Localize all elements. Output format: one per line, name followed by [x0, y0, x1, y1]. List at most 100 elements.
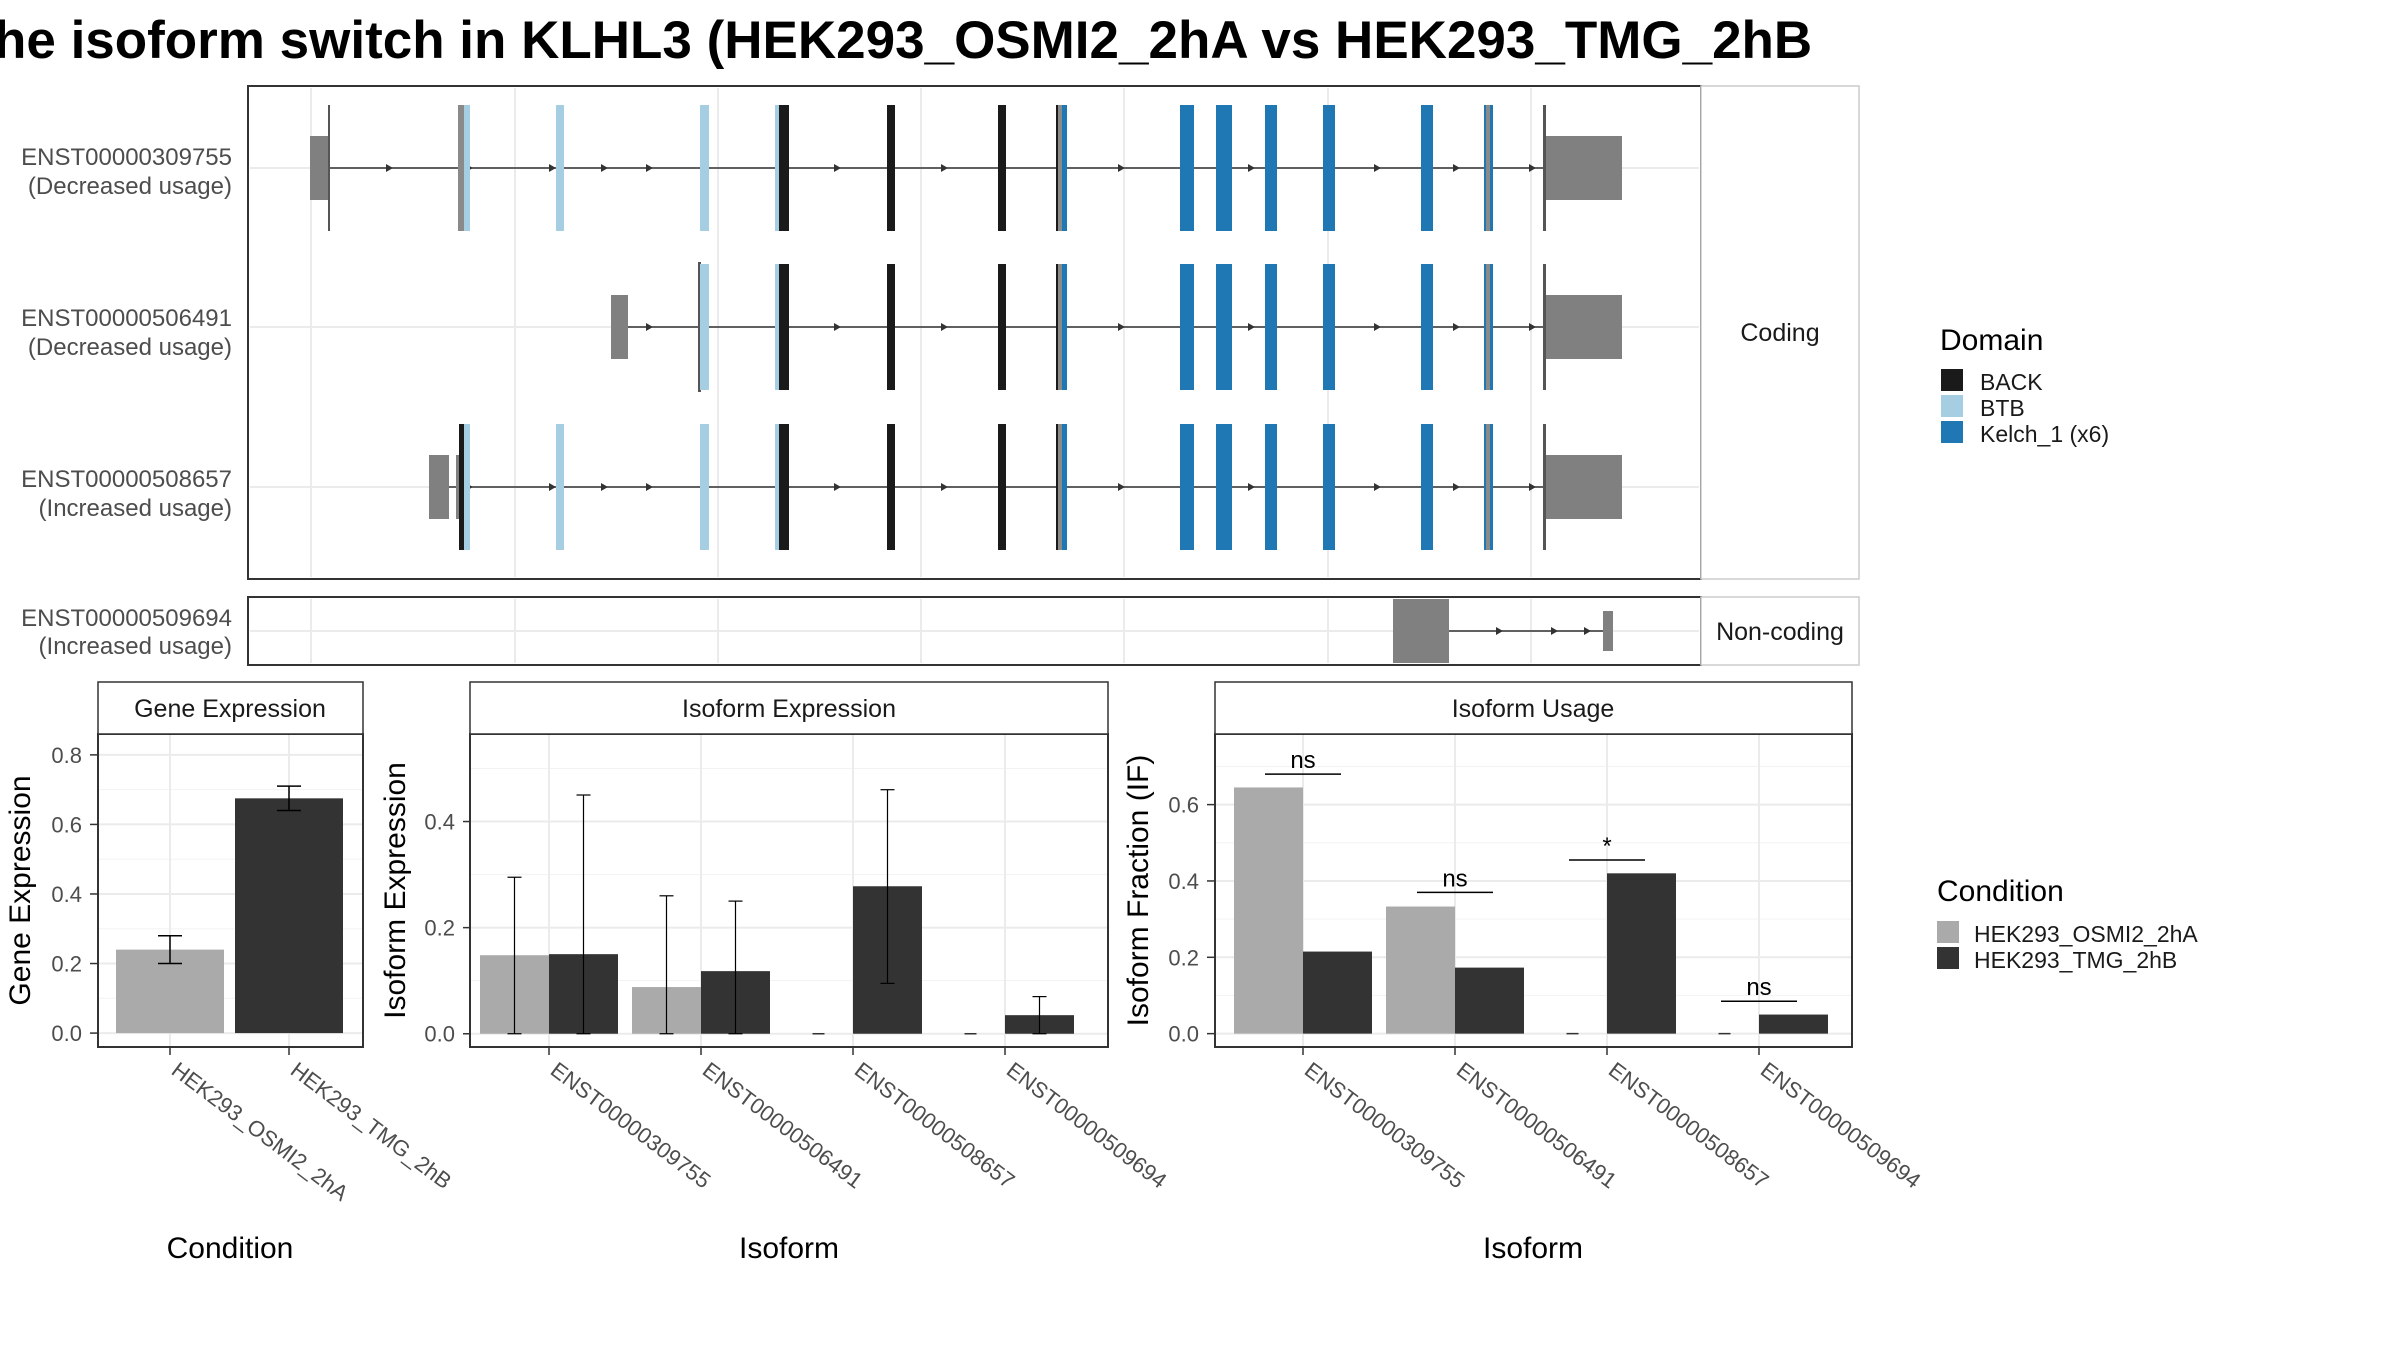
utr-exon — [1546, 455, 1622, 519]
utr-exon — [310, 136, 330, 200]
domain-exon — [1216, 424, 1232, 550]
domain-exon — [887, 105, 895, 231]
intron-arrow — [1496, 627, 1503, 635]
intron-arrow — [1248, 164, 1255, 172]
intron-arrow — [1118, 164, 1125, 172]
panel-title: Gene Expression — [134, 695, 326, 723]
legend-label: HEK293_OSMI2_2hA — [1974, 921, 2198, 947]
domain-exon — [1265, 424, 1277, 550]
exon-overlap — [458, 105, 464, 231]
legend-label: BACK — [1980, 369, 2043, 395]
intron-arrow — [1453, 164, 1460, 172]
domain-exon — [464, 105, 470, 231]
domain-exon — [1180, 105, 1194, 231]
y-tick-label: 0.2 — [1168, 945, 1199, 970]
domain-exon — [998, 424, 1006, 550]
panel-strip — [469, 681, 1109, 735]
panel-title: Isoform Expression — [682, 695, 896, 723]
y-tick-label: 0.2 — [51, 952, 82, 977]
significance-label: ns — [1442, 865, 1467, 892]
legend-label: HEK293_TMG_2hB — [1974, 947, 2177, 973]
y-tick-label: 0.0 — [424, 1022, 455, 1047]
intron-arrow — [646, 323, 653, 331]
y-axis-title: Isoform Fraction (IF) — [1122, 755, 1155, 1027]
coding-strip-label: Coding — [1740, 319, 1819, 347]
y-tick-label: 0.2 — [424, 916, 455, 941]
intron-arrow — [1453, 483, 1460, 491]
domain-exon — [1061, 424, 1067, 550]
transcript-usage-label: (Decreased usage) — [28, 334, 232, 361]
domain-exon — [1421, 424, 1433, 550]
domain-exon — [1421, 105, 1433, 231]
intron-arrow — [941, 323, 948, 331]
intron-arrow — [1551, 627, 1558, 635]
y-tick-label: 0.0 — [51, 1021, 82, 1046]
domain-legend-title: Domain — [1940, 324, 2043, 357]
domain-exon — [459, 424, 467, 550]
intron-arrow — [1248, 323, 1255, 331]
x-tick-label: ENST00000509694 — [1756, 1057, 1925, 1193]
intron-arrow — [1118, 323, 1125, 331]
domain-exon — [1061, 264, 1067, 390]
transcript-label: ENST00000508657 — [21, 466, 232, 493]
domain-legend: Domain BACK BTB Kelch_1 (x6) — [1940, 324, 2109, 447]
domain-exon — [998, 264, 1006, 390]
exon-edge — [1543, 424, 1546, 550]
condition-legend: Condition HEK293_OSMI2_2hA HEK293_TMG_2h… — [1937, 875, 2198, 973]
y-tick-label: 0.4 — [1168, 869, 1199, 894]
bar — [1759, 1014, 1828, 1034]
utr-exon — [611, 295, 628, 359]
utr-exon — [1546, 295, 1622, 359]
x-tick-label: ENST00000506491 — [698, 1057, 867, 1193]
intron-arrow — [1248, 483, 1255, 491]
intron-arrow — [386, 164, 393, 172]
y-tick-label: 0.6 — [51, 812, 82, 837]
transcript-label: ENST00000506491 — [21, 305, 232, 332]
x-tick-label: ENST00000309755 — [546, 1057, 715, 1193]
significance-label: ns — [1746, 974, 1771, 1001]
transcript-usage-label: (Increased usage) — [39, 495, 232, 522]
legend-key-back — [1941, 369, 1963, 391]
y-tick-label: 0.4 — [51, 882, 82, 907]
utr-exon — [429, 455, 449, 519]
transcript-usage-label: (Increased usage) — [39, 633, 232, 660]
domain-exon — [700, 424, 709, 550]
y-axis-title: Isoform Expression — [379, 762, 412, 1019]
x-axis-title: Condition — [167, 1232, 294, 1265]
intron-arrow — [1529, 164, 1536, 172]
domain-exon — [1216, 105, 1232, 231]
exon-overlap — [1058, 105, 1062, 231]
exon-edge — [1543, 264, 1546, 390]
legend-key-tmg — [1937, 947, 1959, 969]
intron-arrow — [1374, 483, 1381, 491]
domain-exon — [1180, 264, 1194, 390]
transcript-structure-panel: Coding Non-coding ENST00000309755 (Decre… — [21, 85, 1860, 666]
figure-title: he isoform switch in KLHL3 (HEK293_OSMI2… — [0, 11, 1812, 70]
utr-exon — [1546, 136, 1622, 200]
intron-arrow — [601, 164, 608, 172]
intron-arrow — [941, 483, 948, 491]
bar — [1303, 951, 1372, 1034]
coding-strip — [1700, 85, 1860, 580]
y-tick-label: 0.6 — [1168, 793, 1199, 818]
domain-exon — [779, 424, 789, 550]
bar — [1386, 906, 1455, 1034]
domain-exon — [775, 424, 781, 550]
exon-overlap — [1058, 424, 1062, 550]
domain-exon — [1265, 264, 1277, 390]
intron-arrow — [834, 323, 841, 331]
intron-arrow — [601, 483, 608, 491]
domain-exon — [1180, 424, 1194, 550]
intron-arrow — [1529, 483, 1536, 491]
domain-exon — [700, 264, 709, 390]
panel-title: Isoform Usage — [1452, 695, 1615, 723]
domain-exon — [464, 424, 470, 550]
intron-arrow — [549, 164, 556, 172]
intron-arrow — [1453, 323, 1460, 331]
domain-exon — [775, 264, 781, 390]
domain-exon — [1216, 264, 1232, 390]
x-tick-label: ENST00000509694 — [1002, 1057, 1171, 1193]
x-axis-title: Isoform — [1483, 1232, 1583, 1265]
